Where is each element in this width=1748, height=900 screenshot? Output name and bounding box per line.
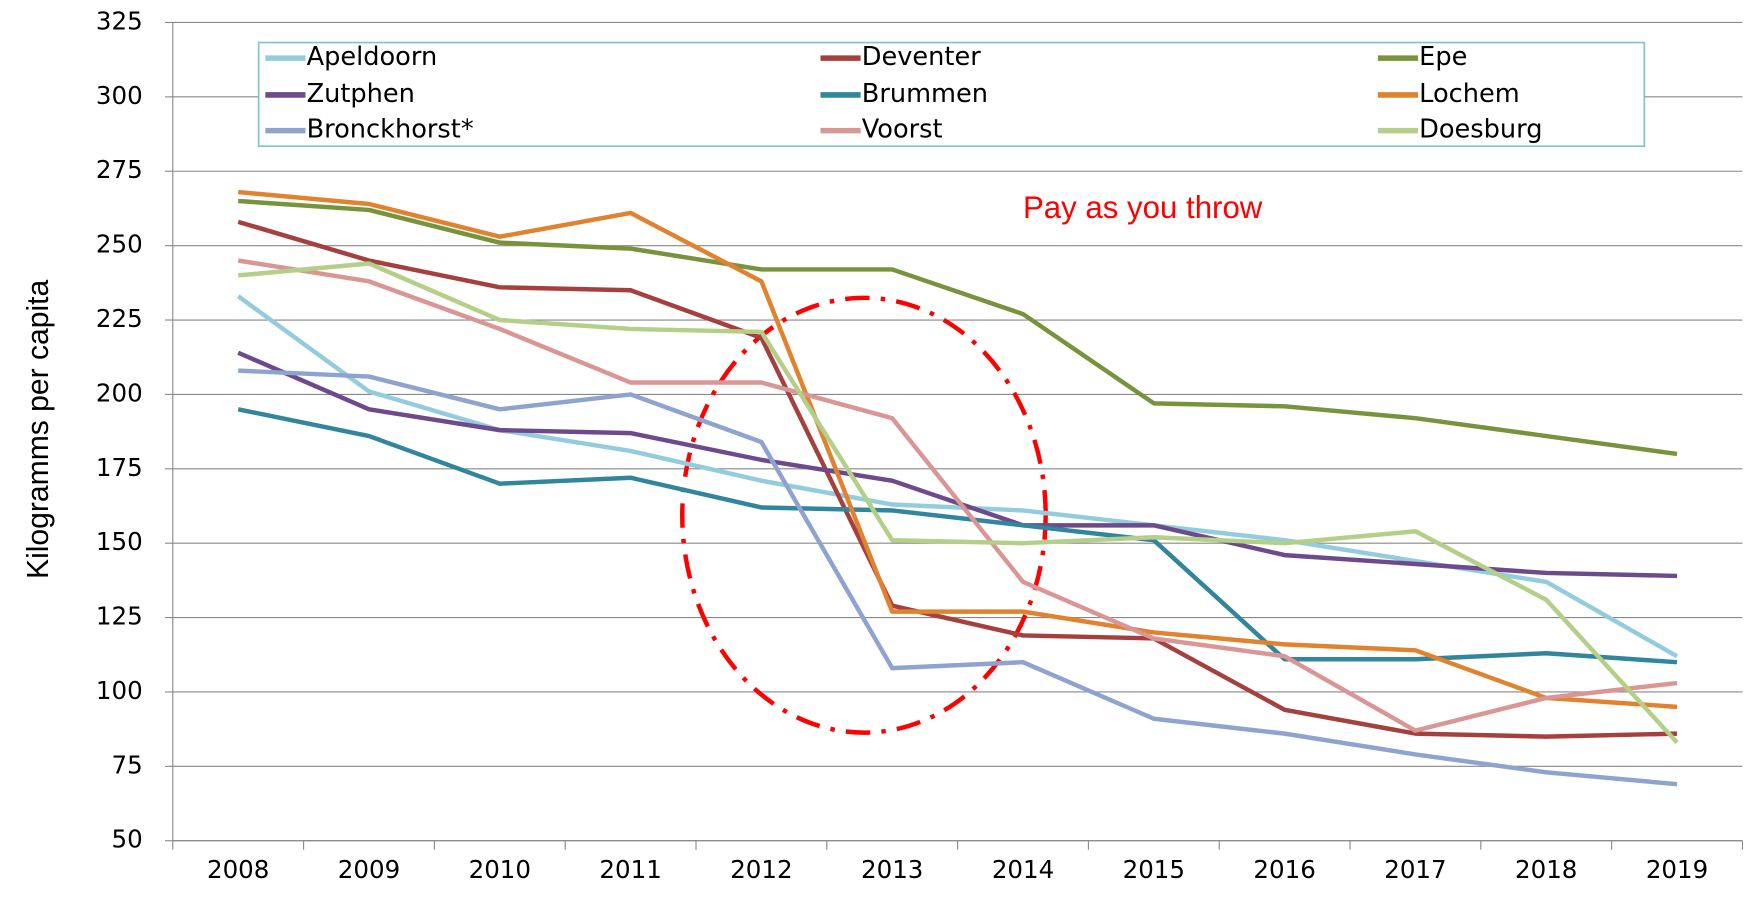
legend-label: Doesburg (1419, 115, 1542, 145)
legend-label: Zutphen (307, 79, 415, 109)
y-axis-label: Kilogramms per capita (22, 279, 55, 578)
y-tick-label: 200 (96, 378, 143, 407)
legend-label: Voorst (862, 115, 943, 145)
x-tick-label: 2017 (1384, 855, 1446, 884)
series-line (236, 294, 1679, 659)
x-tick-label: 2016 (1253, 855, 1315, 884)
y-tick-label: 300 (96, 81, 143, 110)
x-tick-label: 2010 (469, 855, 531, 884)
x-tick-label: 2012 (730, 855, 792, 884)
series-line (237, 261, 1679, 745)
x-tick-label: 2009 (338, 855, 400, 884)
series-line (237, 189, 1678, 710)
x-tick-label: 2014 (992, 855, 1054, 884)
legend-label: Bronckhorst* (307, 115, 474, 145)
series-line (237, 219, 1678, 739)
legend-label: Apeldoorn (307, 42, 438, 72)
y-tick-label: 275 (96, 155, 143, 184)
y-tick-label: 250 (96, 230, 143, 259)
x-tick-label: 2015 (1123, 855, 1185, 884)
x-tick-label: 2013 (861, 855, 923, 884)
x-tick-label: 2019 (1646, 855, 1708, 884)
legend-label: Brummen (862, 79, 988, 109)
y-tick-label: 100 (96, 676, 143, 705)
y-tick-label: 50 (111, 825, 142, 854)
x-tick-label: 2011 (599, 855, 661, 884)
legend-label: Lochem (1419, 79, 1520, 109)
legend-label: Deventer (862, 42, 981, 72)
y-tick-label: 125 (96, 602, 143, 631)
y-tick-label: 75 (111, 750, 142, 779)
series-line (237, 407, 1678, 665)
y-tick-label: 325 (96, 6, 143, 35)
series-line (237, 258, 1678, 733)
y-tick-label: 175 (96, 453, 143, 482)
legend-label: Epe (1419, 42, 1467, 72)
annotation: Pay as you throw (1023, 190, 1263, 225)
series-line (238, 368, 1678, 787)
series-line (238, 198, 1678, 457)
x-tick-label: 2018 (1515, 855, 1577, 884)
y-tick-label: 225 (96, 304, 143, 333)
y-tick-label: 150 (96, 527, 143, 556)
x-tick-label: 2008 (207, 855, 269, 884)
